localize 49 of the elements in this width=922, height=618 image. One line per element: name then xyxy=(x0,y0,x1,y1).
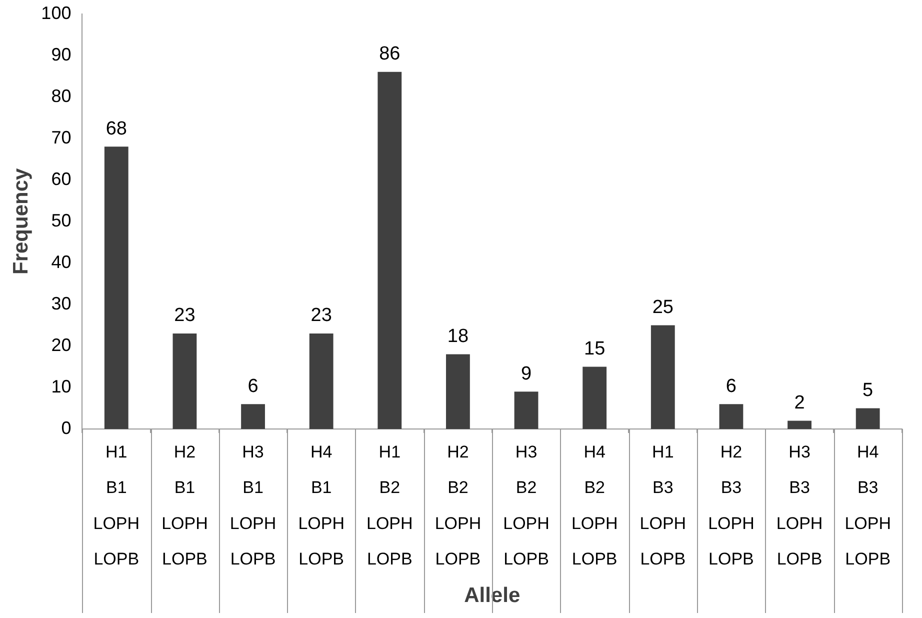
data-label: 68 xyxy=(106,118,127,140)
x-axis-title: Allele xyxy=(464,584,520,608)
y-tick-label: 90 xyxy=(51,44,72,64)
x-tick-label: H2 B3 LOPH LOPB xyxy=(708,442,754,569)
y-tick-label: 100 xyxy=(41,2,72,23)
bar xyxy=(104,146,128,429)
data-label: 9 xyxy=(520,363,532,384)
y-tick-label: 10 xyxy=(51,376,72,396)
x-tick-label: H3 B3 LOPH LOPB xyxy=(776,442,823,569)
y-tick-label: 50 xyxy=(51,210,72,230)
x-tick-label: H1 B2 LOPH LOPB xyxy=(366,442,413,569)
data-label: 18 xyxy=(447,326,469,347)
x-tick-label: H2 B1 LOPH LOPB xyxy=(162,442,208,569)
y-tick-label: 80 xyxy=(51,86,72,106)
y-axis-title: Frequency xyxy=(9,168,32,274)
data-label: 6 xyxy=(248,376,258,397)
data-label: 86 xyxy=(379,44,400,65)
data-label: 6 xyxy=(726,376,737,397)
x-tick-label: H4 B3 LOPH LOPB xyxy=(844,442,891,569)
x-tick-label: H4 B2 LOPH LOPB xyxy=(571,442,618,569)
data-label: 15 xyxy=(584,338,606,360)
data-label: 2 xyxy=(794,392,805,414)
y-tick-label: 20 xyxy=(51,334,72,355)
bar xyxy=(172,334,197,429)
y-tick-label: 60 xyxy=(51,168,72,189)
bar xyxy=(446,354,470,429)
y-tick-label: 30 xyxy=(51,293,72,314)
bar xyxy=(514,392,538,429)
x-tick-label: H3 B2 LOPH LOPB xyxy=(503,442,550,569)
bar xyxy=(378,72,402,429)
x-tick-label: H1 B3 LOPH LOPB xyxy=(640,442,686,569)
bar xyxy=(650,325,675,429)
x-tick-label: H1 B1 LOPH LOPB xyxy=(93,442,140,569)
data-label: 23 xyxy=(310,305,332,326)
y-tick-label: 40 xyxy=(51,252,72,272)
bar xyxy=(856,408,880,429)
data-label: 25 xyxy=(652,296,674,318)
bar xyxy=(582,366,607,429)
data-label: 5 xyxy=(862,380,874,401)
bar xyxy=(241,404,265,429)
x-tick-label: H4 B1 LOPH LOPB xyxy=(298,442,344,569)
bar xyxy=(788,420,812,429)
y-tick-label: 70 xyxy=(51,127,72,148)
data-label: 23 xyxy=(174,305,196,326)
bar xyxy=(719,404,744,429)
y-tick-label: 0 xyxy=(61,418,72,438)
x-tick-label: H2 B2 LOPH LOPB xyxy=(434,442,482,569)
x-tick-label: H3 B1 LOPH LOPB xyxy=(230,442,276,569)
bar xyxy=(309,334,334,429)
